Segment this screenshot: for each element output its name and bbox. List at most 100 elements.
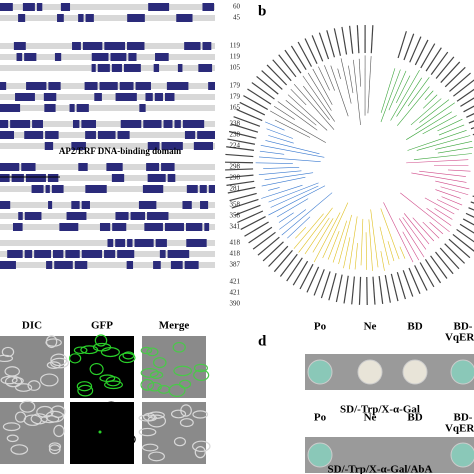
conserved-block bbox=[82, 42, 103, 50]
tree-branch bbox=[302, 75, 335, 122]
cell bbox=[148, 451, 165, 462]
conserved-block bbox=[81, 120, 96, 128]
column-header: GFP bbox=[91, 320, 113, 332]
tree-tip bbox=[384, 275, 391, 303]
tree-tip bbox=[378, 276, 384, 304]
tree-tip bbox=[311, 35, 324, 62]
conserved-block bbox=[161, 163, 175, 171]
cell bbox=[104, 380, 123, 390]
tree-branch bbox=[274, 119, 311, 138]
tree-tip bbox=[420, 43, 436, 69]
cell bbox=[173, 365, 192, 377]
tree-branch bbox=[380, 69, 401, 123]
cell bbox=[192, 440, 211, 452]
tree-branch bbox=[423, 94, 438, 109]
tree-branch bbox=[268, 135, 294, 144]
cell bbox=[146, 347, 159, 357]
cell bbox=[149, 371, 164, 379]
tree-branch bbox=[367, 56, 372, 114]
conserved-block bbox=[117, 131, 130, 139]
position-number: 418 bbox=[230, 250, 241, 258]
tree-branch bbox=[370, 209, 379, 268]
position-number: 298 bbox=[230, 174, 241, 182]
cell bbox=[193, 363, 208, 373]
position-number: 60 bbox=[233, 3, 241, 11]
tree-branch bbox=[403, 213, 430, 245]
cell bbox=[19, 400, 36, 413]
tree-tip bbox=[234, 204, 261, 216]
tree-tip bbox=[306, 266, 320, 293]
strain-label: VqERF bbox=[445, 332, 474, 344]
conserved-block bbox=[198, 64, 213, 72]
tree-branch bbox=[407, 77, 430, 107]
conserved-block bbox=[202, 3, 215, 11]
tree-tip bbox=[304, 38, 318, 65]
tree-branch bbox=[390, 69, 420, 121]
tree-tip bbox=[349, 25, 354, 54]
conserved-block bbox=[148, 3, 170, 11]
tree-branch bbox=[402, 217, 427, 250]
conserved-block bbox=[208, 82, 215, 90]
position-number: 105 bbox=[230, 64, 241, 72]
strain-label: Po bbox=[314, 412, 327, 424]
conserved-block bbox=[186, 185, 198, 193]
conserved-block bbox=[99, 223, 111, 231]
tree-branch bbox=[298, 207, 333, 253]
tree-tip bbox=[299, 263, 314, 290]
cell bbox=[193, 369, 210, 382]
tree-tip bbox=[456, 228, 474, 243]
conserved-block bbox=[164, 223, 184, 231]
conserved-block bbox=[45, 131, 59, 139]
yeast-spot bbox=[307, 442, 333, 468]
tree-branch bbox=[358, 58, 362, 87]
cell bbox=[100, 347, 120, 358]
cell bbox=[118, 352, 136, 364]
position-number: 238 bbox=[230, 131, 241, 139]
cell bbox=[179, 418, 194, 428]
yeast-spot bbox=[357, 359, 383, 385]
conserved-block bbox=[59, 223, 79, 231]
tree-branch bbox=[255, 162, 293, 164]
tree-tip bbox=[335, 274, 343, 303]
conserved-block bbox=[184, 131, 196, 139]
conserved-block bbox=[110, 53, 127, 61]
conserved-block bbox=[85, 131, 96, 139]
conserved-block bbox=[117, 250, 135, 258]
conserved-block bbox=[10, 120, 31, 128]
conserved-block bbox=[44, 104, 56, 112]
strain-label: Ne bbox=[364, 321, 377, 333]
conserved-block bbox=[31, 185, 44, 193]
conserved-block bbox=[13, 42, 26, 50]
cell bbox=[147, 381, 162, 392]
conserved-block bbox=[184, 42, 201, 50]
tree-branch bbox=[278, 212, 294, 223]
tree-branch bbox=[276, 198, 309, 218]
tree-tip bbox=[459, 223, 474, 234]
conserved-block bbox=[44, 142, 54, 150]
position-number: 298 bbox=[230, 163, 241, 171]
conserved-block bbox=[34, 250, 51, 258]
tree-tip bbox=[465, 212, 474, 218]
conserved-block bbox=[0, 131, 15, 139]
conserved-block bbox=[155, 239, 167, 247]
cell bbox=[77, 384, 94, 397]
cell bbox=[53, 424, 65, 438]
conserved-block bbox=[24, 212, 42, 220]
cell bbox=[72, 409, 91, 423]
tree-branch bbox=[402, 231, 420, 261]
conserved-block bbox=[134, 239, 154, 247]
conserved-block bbox=[182, 201, 192, 209]
tree-tip bbox=[225, 153, 254, 158]
nucleus bbox=[98, 430, 102, 434]
conserved-block bbox=[166, 82, 189, 90]
conserved-block bbox=[174, 120, 181, 128]
conserved-block bbox=[85, 14, 94, 22]
cell bbox=[23, 414, 42, 426]
conserved-block bbox=[142, 185, 164, 193]
position-number: 418 bbox=[230, 239, 241, 247]
conserved-block bbox=[0, 261, 16, 269]
tree-tip bbox=[358, 276, 362, 305]
conserved-block bbox=[97, 64, 110, 72]
tree-tip bbox=[284, 49, 302, 74]
tree-tip bbox=[268, 245, 289, 267]
